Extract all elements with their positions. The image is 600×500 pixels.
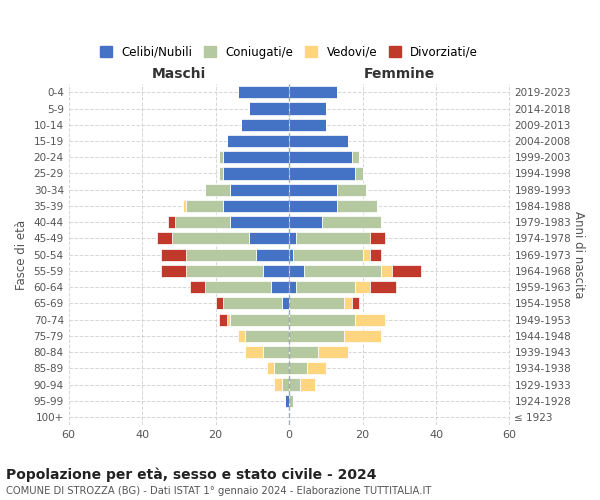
Bar xyxy=(274,362,289,374)
Bar xyxy=(248,232,289,244)
Bar xyxy=(168,216,175,228)
Bar xyxy=(219,168,223,179)
Y-axis label: Anni di nascita: Anni di nascita xyxy=(572,211,585,298)
Bar xyxy=(289,216,322,228)
Bar xyxy=(263,346,289,358)
Bar xyxy=(289,265,304,277)
Bar xyxy=(230,216,289,228)
Bar xyxy=(205,281,271,293)
Bar xyxy=(190,281,205,293)
Bar xyxy=(304,265,381,277)
Bar xyxy=(296,281,355,293)
Bar xyxy=(227,314,230,326)
Bar xyxy=(370,281,395,293)
Bar xyxy=(227,135,289,147)
Bar xyxy=(319,346,348,358)
Bar xyxy=(182,200,186,212)
Bar xyxy=(289,314,355,326)
Bar xyxy=(289,200,337,212)
Bar xyxy=(289,248,293,260)
Bar xyxy=(289,168,355,179)
Bar xyxy=(344,298,352,310)
Y-axis label: Fasce di età: Fasce di età xyxy=(15,220,28,290)
Bar xyxy=(230,314,289,326)
Bar xyxy=(238,330,245,342)
Bar xyxy=(293,248,362,260)
Text: Popolazione per età, sesso e stato civile - 2024: Popolazione per età, sesso e stato civil… xyxy=(6,468,377,482)
Bar xyxy=(289,281,296,293)
Bar xyxy=(186,265,263,277)
Bar xyxy=(289,118,326,131)
Bar xyxy=(172,232,248,244)
Bar xyxy=(370,248,381,260)
Bar xyxy=(223,168,289,179)
Bar xyxy=(289,86,337,99)
Bar xyxy=(245,330,289,342)
Bar xyxy=(282,298,289,310)
Bar xyxy=(289,330,344,342)
Bar xyxy=(296,232,370,244)
Bar xyxy=(223,151,289,164)
Text: COMUNE DI STROZZA (BG) - Dati ISTAT 1° gennaio 2024 - Elaborazione TUTTITALIA.IT: COMUNE DI STROZZA (BG) - Dati ISTAT 1° g… xyxy=(6,486,431,496)
Bar xyxy=(267,362,274,374)
Bar xyxy=(355,168,362,179)
Bar xyxy=(215,298,223,310)
Bar xyxy=(219,314,227,326)
Bar xyxy=(289,378,300,390)
Bar xyxy=(161,265,186,277)
Legend: Celibi/Nubili, Coniugati/e, Vedovi/e, Divorziati/e: Celibi/Nubili, Coniugati/e, Vedovi/e, Di… xyxy=(100,46,478,59)
Text: Maschi: Maschi xyxy=(152,67,206,81)
Bar xyxy=(289,151,352,164)
Bar xyxy=(355,314,385,326)
Bar xyxy=(289,362,307,374)
Text: Femmine: Femmine xyxy=(364,67,435,81)
Bar xyxy=(322,216,381,228)
Bar xyxy=(157,232,172,244)
Bar xyxy=(307,362,326,374)
Bar xyxy=(300,378,315,390)
Bar xyxy=(289,232,296,244)
Bar xyxy=(161,248,186,260)
Bar xyxy=(352,298,359,310)
Bar xyxy=(337,200,377,212)
Bar xyxy=(223,298,282,310)
Bar xyxy=(205,184,230,196)
Bar xyxy=(289,135,348,147)
Bar xyxy=(241,118,289,131)
Bar xyxy=(355,281,370,293)
Bar xyxy=(219,151,223,164)
Bar xyxy=(289,394,293,407)
Bar xyxy=(186,200,223,212)
Bar xyxy=(175,216,230,228)
Bar xyxy=(230,184,289,196)
Bar xyxy=(286,394,289,407)
Bar xyxy=(352,151,359,164)
Bar xyxy=(223,200,289,212)
Bar xyxy=(186,248,256,260)
Bar xyxy=(381,265,392,277)
Bar xyxy=(337,184,366,196)
Bar xyxy=(256,248,289,260)
Bar xyxy=(344,330,381,342)
Bar xyxy=(238,86,289,99)
Bar xyxy=(274,378,282,390)
Bar xyxy=(392,265,421,277)
Bar xyxy=(245,346,263,358)
Bar xyxy=(289,346,319,358)
Bar xyxy=(271,281,289,293)
Bar xyxy=(289,184,337,196)
Bar xyxy=(289,102,326,115)
Bar xyxy=(362,248,370,260)
Bar xyxy=(263,265,289,277)
Bar xyxy=(282,378,289,390)
Bar xyxy=(370,232,385,244)
Bar xyxy=(289,298,344,310)
Bar xyxy=(248,102,289,115)
